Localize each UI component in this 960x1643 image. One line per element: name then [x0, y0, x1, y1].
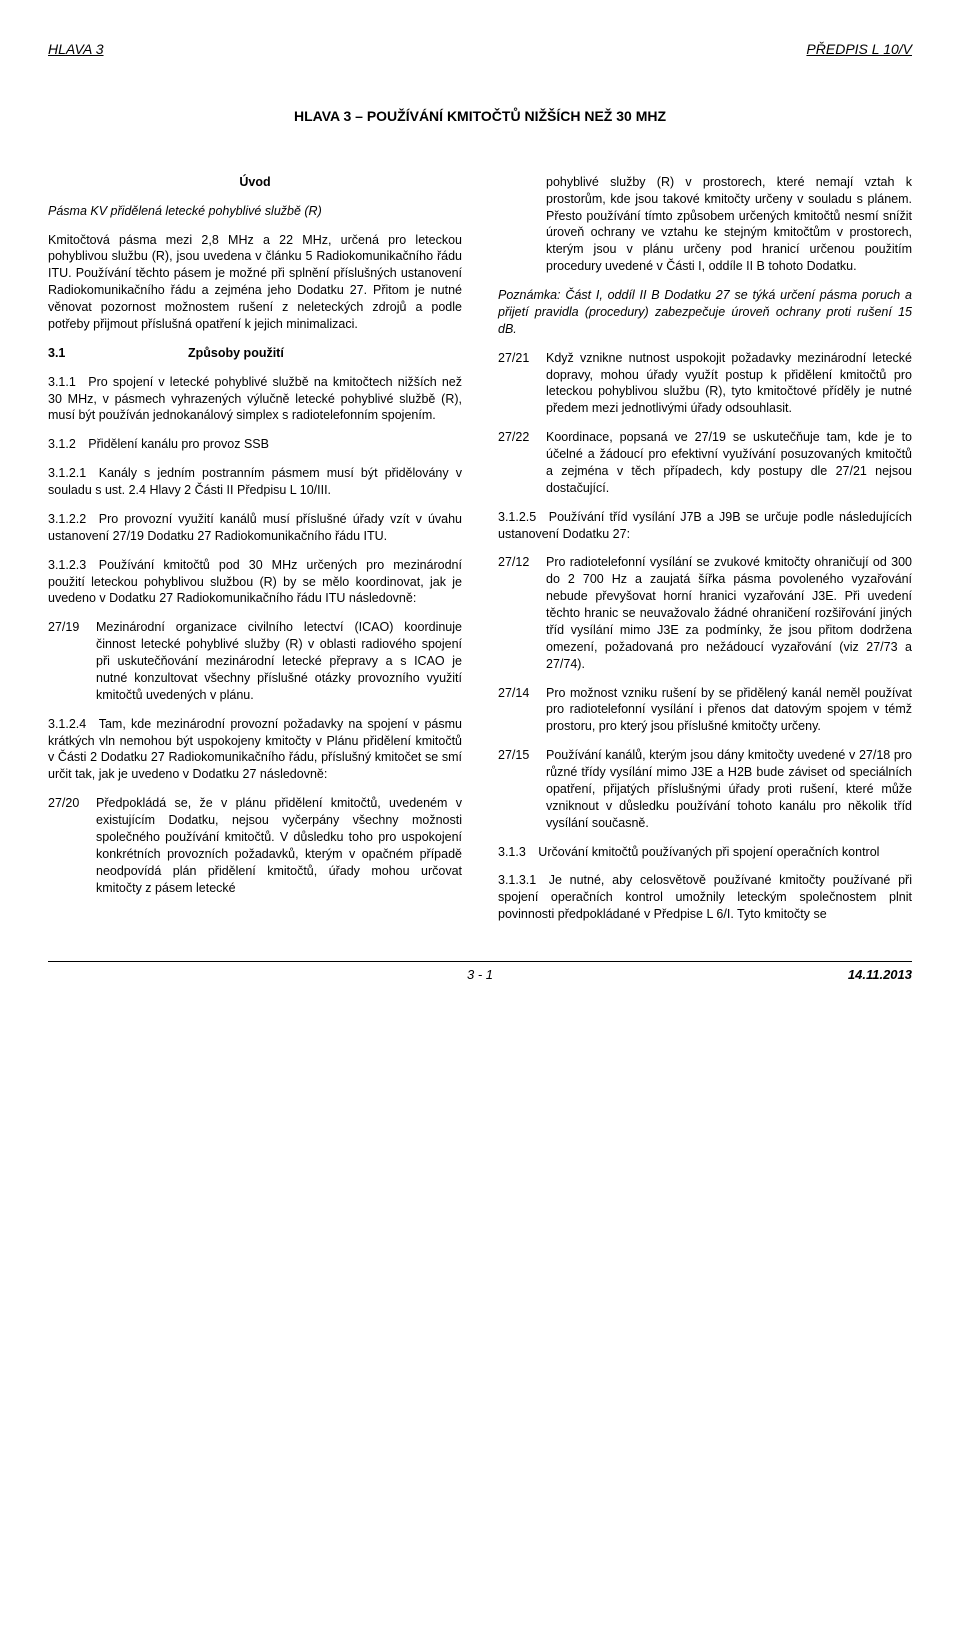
col-left: Úvod Pásma KV přidělená letecké pohybliv… — [48, 174, 462, 935]
item-27-20-cont: pohyblivé služby (R) v prostorech, které… — [498, 174, 912, 275]
section-num: 3.1 — [48, 345, 188, 362]
item-text: Používání kanálů, kterým jsou dány kmito… — [546, 747, 912, 831]
para-3-1-2-3: 3.1.2.3 Používání kmitočtů pod 30 MHz ur… — [48, 557, 462, 608]
item-27-19: 27/19 Mezinárodní organizace civilního l… — [48, 619, 462, 703]
para-3-1-2-5: 3.1.2.5 Používání tříd vysílání J7B a J9… — [498, 509, 912, 543]
item-num: 27/12 — [498, 554, 546, 672]
item-text: pohyblivé služby (R) v prostorech, které… — [546, 174, 912, 275]
footer-date: 14.11.2013 — [812, 966, 912, 984]
footer-left — [48, 966, 148, 984]
item-num: 27/20 — [48, 795, 96, 896]
para-3-1-1: 3.1.1 Pro spojení v letecké pohyblivé sl… — [48, 374, 462, 425]
uvod-heading: Úvod — [48, 174, 462, 191]
para-3-1-2-1: 3.1.2.1 Kanály s jedním postranním pásme… — [48, 465, 462, 499]
item-text: Když vznikne nutnost uspokojit požadavky… — [546, 350, 912, 418]
item-27-12: 27/12 Pro radiotelefonní vysílání se zvu… — [498, 554, 912, 672]
item-27-20: 27/20 Předpokládá se, že v plánu přiděle… — [48, 795, 462, 896]
item-27-21: 27/21 Když vznikne nutnost uspokojit pož… — [498, 350, 912, 418]
page-footer: 3 - 1 14.11.2013 — [48, 961, 912, 984]
para-3-1-3-1: 3.1.3.1 Je nutné, aby celosvětově použív… — [498, 872, 912, 923]
item-num: 27/19 — [48, 619, 96, 703]
item-num: 27/15 — [498, 747, 546, 831]
section-3-1: 3.1 Způsoby použití — [48, 345, 462, 362]
item-text: Předpokládá se, že v plánu přidělení kmi… — [96, 795, 462, 896]
body-columns: Úvod Pásma KV přidělená letecké pohybliv… — [48, 174, 912, 935]
hdr-right: PŘEDPIS L 10/V — [806, 40, 912, 59]
item-num: 27/21 — [498, 350, 546, 418]
para-3-1-2-4: 3.1.2.4 Tam, kde mezinárodní provozní po… — [48, 716, 462, 784]
note-para: Poznámka: Část I, oddíl II B Dodatku 27 … — [498, 287, 912, 338]
para-3-1-2-2: 3.1.2.2 Pro provozní využití kanálů musí… — [48, 511, 462, 545]
item-text: Pro možnost vzniku rušení by se přidělen… — [546, 685, 912, 736]
footer-page: 3 - 1 — [148, 966, 812, 984]
note-label: Poznámka: — [498, 288, 561, 302]
item-num: 27/14 — [498, 685, 546, 736]
item-text: Mezinárodní organizace civilního letectv… — [96, 619, 462, 703]
para-3-1-2: 3.1.2 Přidělení kanálu pro provoz SSB — [48, 436, 462, 453]
item-27-14: 27/14 Pro možnost vzniku rušení by se př… — [498, 685, 912, 736]
item-num: 27/22 — [498, 429, 546, 497]
intro-para: Kmitočtová pásma mezi 2,8 MHz a 22 MHz, … — [48, 232, 462, 333]
item-text: Pro radiotelefonní vysílání se zvukové k… — [546, 554, 912, 672]
item-text: Koordinace, popsaná ve 27/19 se uskutečň… — [546, 429, 912, 497]
section-title: Způsoby použití — [188, 345, 284, 362]
para-3-1-3: 3.1.3 Určování kmitočtů používaných při … — [498, 844, 912, 861]
hdr-left: HLAVA 3 — [48, 40, 104, 59]
item-27-22: 27/22 Koordinace, popsaná ve 27/19 se us… — [498, 429, 912, 497]
doc-title: HLAVA 3 – POUŽÍVÁNÍ KMITOČTŮ NIŽŠÍCH NEŽ… — [48, 107, 912, 126]
item-num-empty — [498, 174, 546, 275]
note-text: Část I, oddíl II B Dodatku 27 se týká ur… — [498, 288, 912, 336]
sub-heading: Pásma KV přidělená letecké pohyblivé slu… — [48, 203, 462, 220]
page-header: HLAVA 3 PŘEDPIS L 10/V — [48, 40, 912, 59]
col-right: pohyblivé služby (R) v prostorech, které… — [498, 174, 912, 935]
item-27-15: 27/15 Používání kanálů, kterým jsou dány… — [498, 747, 912, 831]
